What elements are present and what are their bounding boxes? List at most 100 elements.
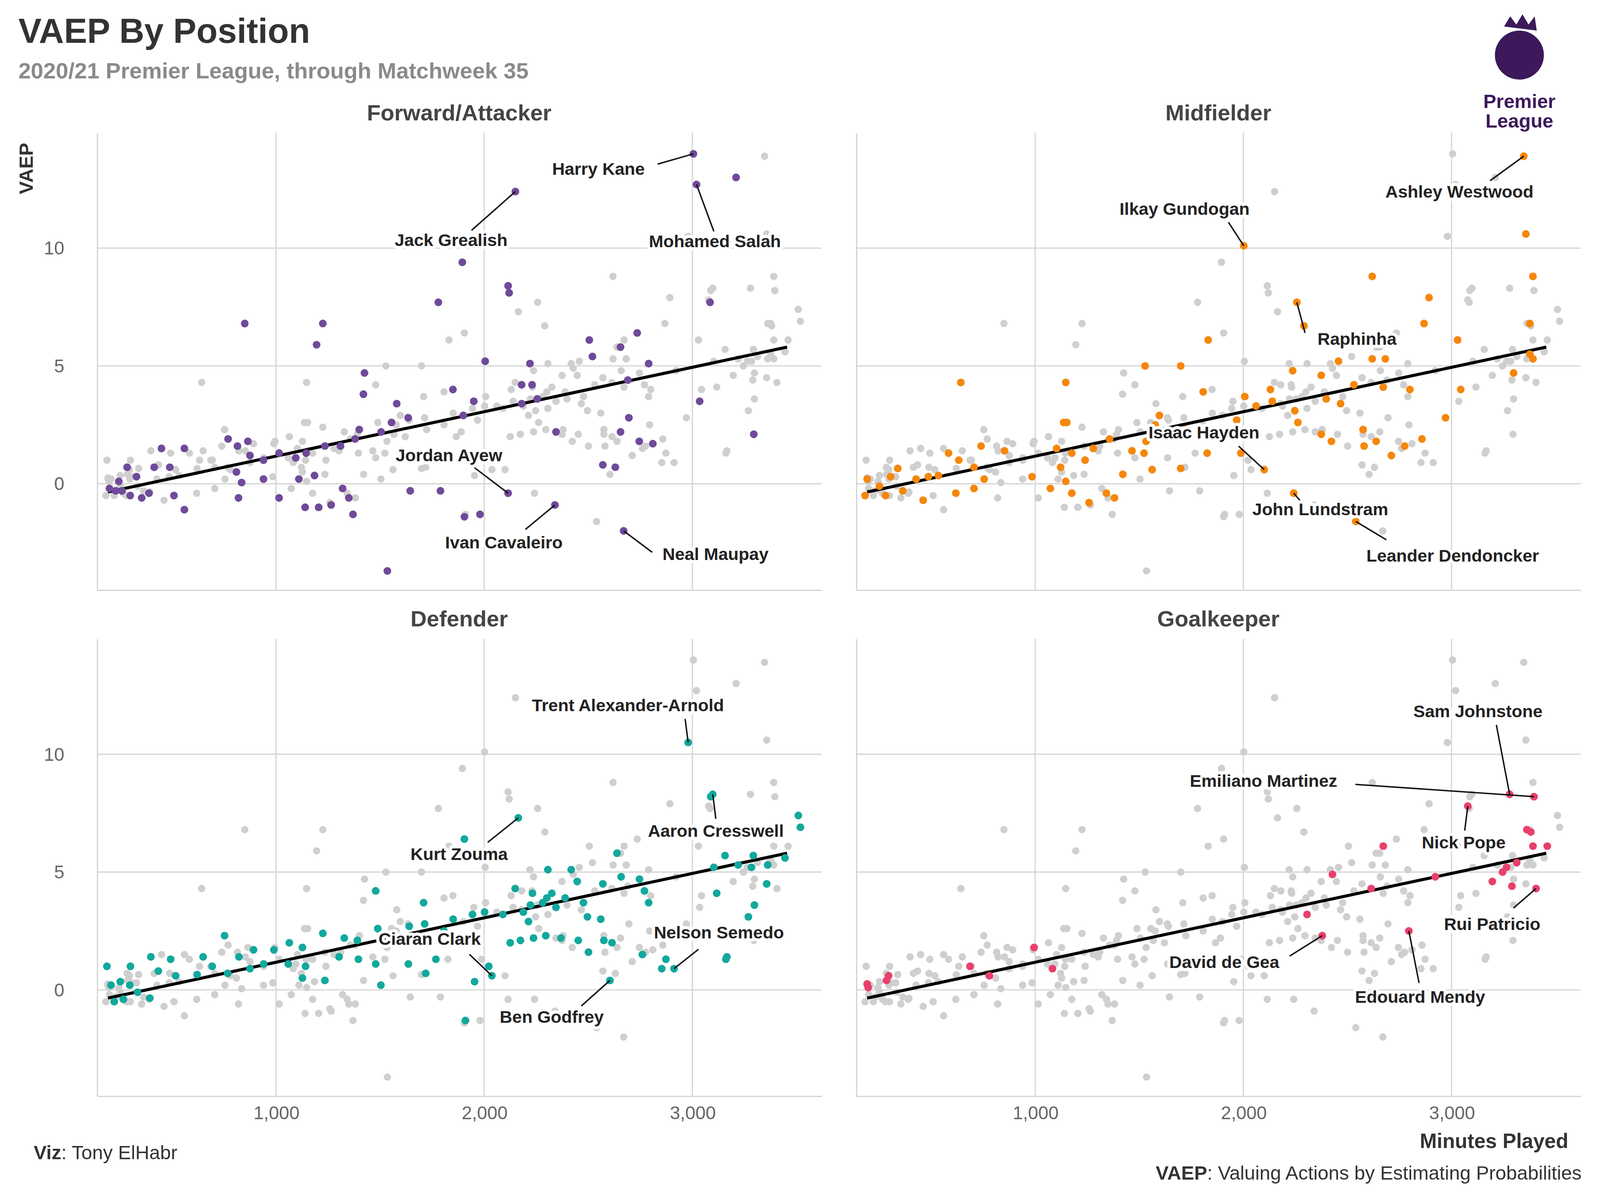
other-point xyxy=(302,477,310,485)
other-point xyxy=(1131,454,1139,462)
other-point xyxy=(314,1009,322,1017)
point xyxy=(344,494,353,502)
other-point xyxy=(199,447,207,455)
grid xyxy=(856,638,1581,1096)
point xyxy=(781,854,789,862)
point xyxy=(1425,293,1433,302)
point xyxy=(310,471,319,480)
other-point xyxy=(770,336,778,344)
point xyxy=(224,969,232,978)
other-point xyxy=(221,981,229,989)
point xyxy=(1068,449,1076,457)
other-point xyxy=(1307,383,1315,391)
other-point xyxy=(958,447,966,455)
other-point xyxy=(1290,995,1298,1003)
other-point xyxy=(579,392,587,400)
x-axis xyxy=(97,589,822,590)
annotations: Ashley WestwoodIlkay GundoganRaphinhaIsa… xyxy=(1119,156,1540,566)
other-point xyxy=(1360,948,1368,956)
point xyxy=(585,336,594,344)
other-point xyxy=(1240,402,1248,410)
other-point xyxy=(1394,437,1402,445)
other-point xyxy=(1284,918,1292,926)
other-point xyxy=(1141,868,1149,876)
other-point xyxy=(1336,906,1344,914)
point xyxy=(712,889,721,897)
other-point xyxy=(434,804,442,812)
point xyxy=(1118,470,1127,478)
point xyxy=(1368,272,1376,280)
other-point xyxy=(983,941,991,949)
x-tick-label: 3,000 xyxy=(670,1102,716,1124)
annotations: Sam JohnstoneEmiliano MartinezNick PopeR… xyxy=(1169,701,1543,1007)
other-point xyxy=(784,336,792,344)
other-point xyxy=(1062,884,1070,892)
leader-line xyxy=(487,818,519,843)
other-point xyxy=(622,861,630,869)
point xyxy=(579,898,588,907)
other-point xyxy=(480,748,488,756)
point xyxy=(321,976,329,984)
other-point xyxy=(1348,858,1356,866)
other-point xyxy=(1054,981,1062,989)
point xyxy=(1368,354,1376,363)
other-point xyxy=(1235,510,1243,518)
credit: Viz: Tony ElHabr xyxy=(33,1141,178,1164)
other-point xyxy=(770,272,778,280)
other-point xyxy=(1532,378,1540,386)
other-point xyxy=(869,998,877,1006)
other-point xyxy=(544,910,552,918)
point xyxy=(1176,464,1185,472)
point xyxy=(517,399,526,408)
other-point xyxy=(563,901,571,909)
other-point xyxy=(542,426,550,434)
other-point xyxy=(535,924,543,932)
other-point xyxy=(1204,842,1212,850)
point xyxy=(644,359,653,368)
point xyxy=(1148,465,1156,474)
other-point xyxy=(1522,374,1530,382)
other-point xyxy=(1028,979,1036,987)
point xyxy=(1105,435,1114,443)
point xyxy=(1526,319,1534,328)
other-point xyxy=(1448,656,1456,664)
point xyxy=(506,938,514,947)
other-point xyxy=(507,892,515,900)
annotation: Nelson Semedo xyxy=(654,922,784,942)
other-point xyxy=(1352,1024,1360,1032)
other-point xyxy=(1142,567,1150,575)
other-point xyxy=(374,418,382,426)
other-point xyxy=(1152,906,1160,914)
other-point xyxy=(198,378,206,386)
other-point xyxy=(658,458,666,466)
leader-line xyxy=(1513,888,1536,908)
other-point xyxy=(1311,903,1319,911)
logo-text: League xyxy=(1485,110,1554,132)
other-point xyxy=(577,906,585,914)
other-point xyxy=(646,927,654,935)
other-point xyxy=(689,656,697,664)
other-point xyxy=(914,461,922,469)
point xyxy=(1441,414,1450,422)
source: VAEP: Valuing Actions by Estimating Prob… xyxy=(1155,1162,1582,1184)
other-point xyxy=(1554,305,1562,313)
annotation: Ben Godfrey xyxy=(499,1007,604,1027)
other-point xyxy=(211,484,219,492)
other-point xyxy=(620,336,628,344)
other-point xyxy=(1455,397,1463,405)
other-point xyxy=(530,489,538,497)
other-point xyxy=(606,470,614,478)
other-point xyxy=(1289,428,1297,436)
other-point xyxy=(1344,442,1352,450)
other-point xyxy=(1274,814,1282,822)
other-point xyxy=(541,322,549,330)
other-point xyxy=(1131,887,1139,895)
point xyxy=(970,463,978,471)
point xyxy=(321,442,329,450)
point xyxy=(732,173,740,182)
other-point xyxy=(696,903,704,911)
point xyxy=(1381,354,1390,363)
other-point xyxy=(1270,694,1278,702)
other-point xyxy=(381,449,389,457)
other-point xyxy=(980,932,988,940)
